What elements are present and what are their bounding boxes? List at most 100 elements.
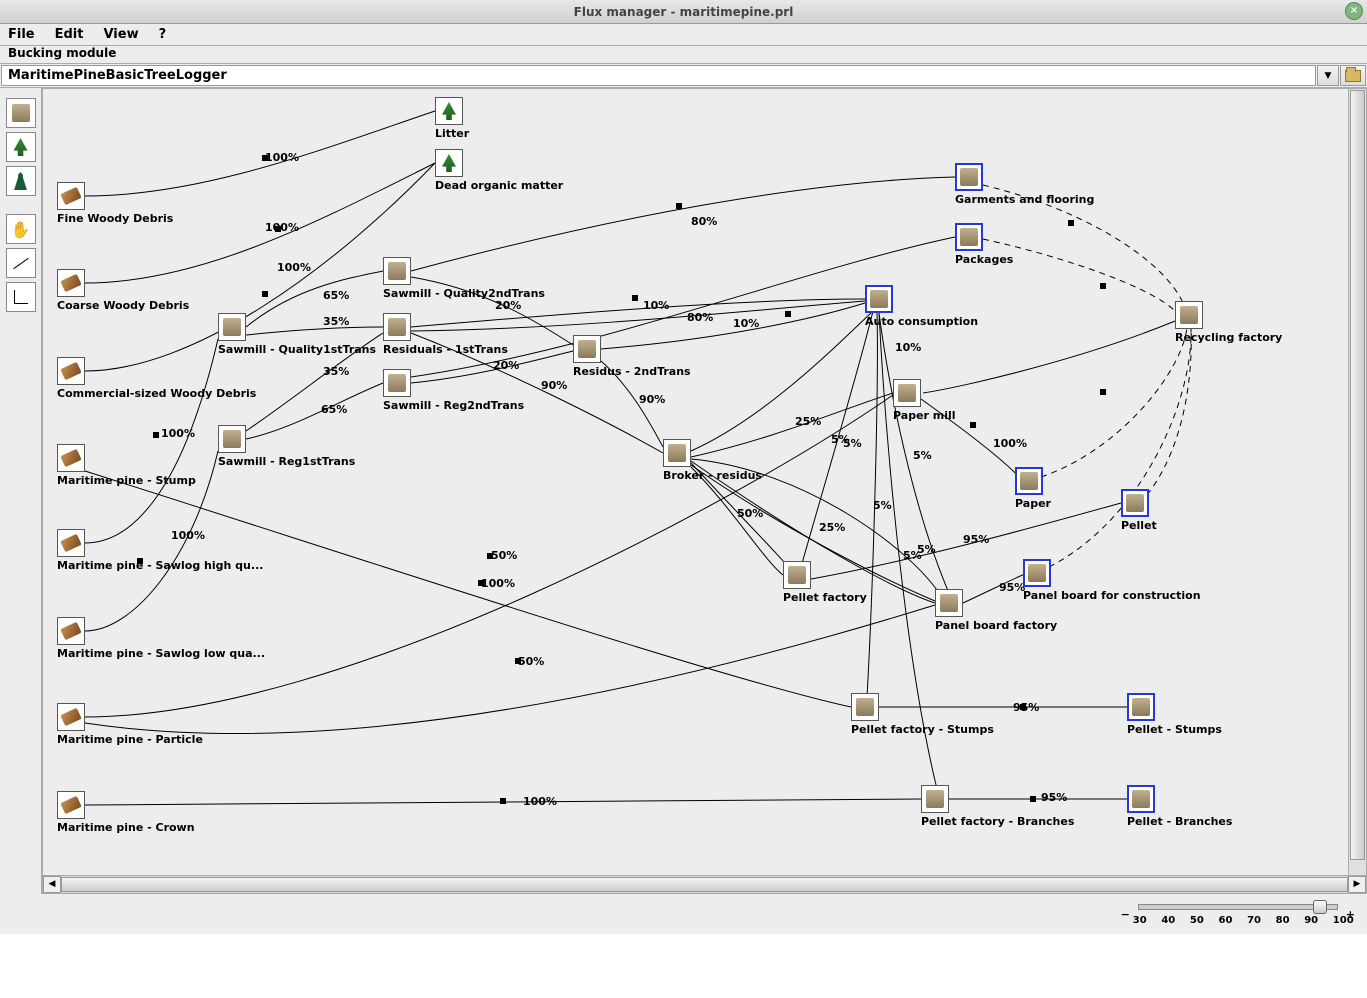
- fact-icon: [955, 163, 983, 191]
- node-stump[interactable]: Maritime pine - Stump: [57, 444, 196, 487]
- edge-label: 35%: [323, 365, 349, 378]
- menubar: File Edit View ?: [0, 24, 1367, 46]
- node-sr1[interactable]: Sawmill - Reg1stTrans: [218, 425, 355, 468]
- menu-edit[interactable]: Edit: [55, 27, 84, 42]
- node-sawlo[interactable]: Maritime pine - Sawlog low qua...: [57, 617, 265, 660]
- node-sr2[interactable]: Sawmill - Reg2ndTrans: [383, 369, 524, 412]
- node-recyc[interactable]: Recycling factory: [1175, 301, 1282, 344]
- edge-label: 90%: [639, 393, 665, 406]
- menu-view[interactable]: View: [103, 27, 138, 42]
- vertical-scrollbar[interactable]: [1348, 89, 1366, 875]
- node-pkg[interactable]: Packages: [955, 223, 1013, 266]
- menu-file[interactable]: File: [8, 27, 35, 42]
- node-label: Pellet factory: [783, 591, 867, 604]
- zoom-out-button[interactable]: −: [1121, 908, 1130, 921]
- fact-icon: [1127, 785, 1155, 813]
- tool-corner-icon[interactable]: [6, 282, 36, 312]
- menu-help[interactable]: ?: [159, 27, 167, 42]
- node-label: Pellet - Stumps: [1127, 723, 1222, 736]
- tool-tree-icon[interactable]: [6, 132, 36, 162]
- tree-icon: [435, 97, 463, 125]
- edge-label: 95%: [1013, 701, 1039, 714]
- zoom-ticks: 30405060708090100: [1139, 915, 1337, 925]
- tool-log-icon[interactable]: [6, 98, 36, 128]
- node-label: Garments and flooring: [955, 193, 1094, 206]
- node-litter[interactable]: Litter: [435, 97, 469, 140]
- node-pfact[interactable]: Pellet factory: [783, 561, 867, 604]
- horizontal-scrollbar[interactable]: ◀ ▶: [43, 875, 1366, 893]
- node-crown[interactable]: Maritime pine - Crown: [57, 791, 195, 834]
- fact-icon: [851, 693, 879, 721]
- node-label: Maritime pine - Particle: [57, 733, 203, 746]
- bucking-module-select[interactable]: MaritimePineBasicTreeLogger: [1, 65, 1316, 86]
- node-pelb[interactable]: Pellet - Branches: [1127, 785, 1232, 828]
- combo-row: MaritimePineBasicTreeLogger ▼: [0, 64, 1367, 88]
- edge-label: 10%: [733, 317, 759, 330]
- node-part[interactable]: Maritime pine - Particle: [57, 703, 203, 746]
- node-auto[interactable]: Auto consumption: [865, 285, 978, 328]
- edge-label: 20%: [495, 299, 521, 312]
- node-pel[interactable]: Pellet: [1121, 489, 1157, 532]
- edge-label: 100%: [265, 151, 299, 164]
- fact-icon: [1175, 301, 1203, 329]
- zoom-tick: 40: [1161, 915, 1175, 926]
- log-icon: [57, 529, 85, 557]
- node-paper[interactable]: Paper mill: [893, 379, 956, 422]
- node-label: Pellet factory - Stumps: [851, 723, 994, 736]
- node-label: Commercial-sized Woody Debris: [57, 387, 256, 400]
- chevron-down-icon[interactable]: ▼: [1317, 65, 1339, 86]
- node-sawhi[interactable]: Maritime pine - Sawlog high qu...: [57, 529, 263, 572]
- node-label: Panel board factory: [935, 619, 1057, 632]
- node-label: Paper: [1015, 497, 1051, 510]
- node-pfs[interactable]: Pellet factory - Stumps: [851, 693, 994, 736]
- zoom-tick: 70: [1247, 915, 1261, 926]
- fact-icon: [783, 561, 811, 589]
- close-icon[interactable]: ×: [1345, 2, 1363, 20]
- node-label: Litter: [435, 127, 469, 140]
- footer: − 30405060708090100 +: [0, 894, 1367, 934]
- node-sq2[interactable]: Sawmill - Quality2ndTrans: [383, 257, 545, 300]
- tool-person-icon[interactable]: [6, 166, 36, 196]
- edge-label: 50%: [737, 507, 763, 520]
- tool-line-icon[interactable]: [6, 248, 36, 278]
- edge-label: 5%: [873, 499, 892, 512]
- node-fwd[interactable]: Fine Woody Debris: [57, 182, 173, 225]
- zoom-tick: 50: [1190, 915, 1204, 926]
- node-ppr[interactable]: Paper: [1015, 467, 1051, 510]
- fact-icon: [573, 335, 601, 363]
- tool-hand-icon[interactable]: ✋: [6, 214, 36, 244]
- node-label: Sawmill - Reg2ndTrans: [383, 399, 524, 412]
- node-cwd[interactable]: Coarse Woody Debris: [57, 269, 189, 312]
- zoom-slider[interactable]: 30405060708090100: [1138, 904, 1338, 910]
- node-brok[interactable]: Broker - residus: [663, 439, 762, 482]
- node-res2[interactable]: Residus - 2ndTrans: [573, 335, 691, 378]
- fact-icon: [663, 439, 691, 467]
- diagram-canvas[interactable]: Fine Woody Debris Coarse Woody Debris Comm…: [43, 89, 1343, 869]
- edge-label: 5%: [831, 433, 850, 446]
- node-comwd[interactable]: Commercial-sized Woody Debris: [57, 357, 256, 400]
- node-pbc[interactable]: Panel board for construction: [1023, 559, 1201, 602]
- edge-handle: [1100, 389, 1106, 395]
- fact-icon: [865, 285, 893, 313]
- fact-icon: [955, 223, 983, 251]
- canvas-wrap: Fine Woody Debris Coarse Woody Debris Comm…: [42, 88, 1367, 894]
- node-sq1[interactable]: Sawmill - Quality1stTrans: [218, 313, 376, 356]
- node-res1[interactable]: Residuals - 1stTrans: [383, 313, 508, 356]
- open-folder-button[interactable]: [1340, 65, 1366, 86]
- scroll-left-icon[interactable]: ◀: [43, 876, 61, 893]
- node-pels[interactable]: Pellet - Stumps: [1127, 693, 1222, 736]
- zoom-slider-knob[interactable]: [1313, 900, 1327, 914]
- node-label: Residus - 2ndTrans: [573, 365, 691, 378]
- fact-icon: [218, 425, 246, 453]
- node-garmt[interactable]: Garments and flooring: [955, 163, 1094, 206]
- edge-handle: [487, 553, 493, 559]
- edge-handle: [1068, 220, 1074, 226]
- zoom-tick: 30: [1133, 915, 1147, 926]
- node-label: Maritime pine - Sawlog low qua...: [57, 647, 265, 660]
- edge-label: 100%: [481, 577, 515, 590]
- zoom-tick: 80: [1276, 915, 1290, 926]
- node-dead[interactable]: Dead organic matter: [435, 149, 563, 192]
- scroll-right-icon[interactable]: ▶: [1348, 876, 1366, 893]
- log-icon: [57, 791, 85, 819]
- log-icon: [57, 444, 85, 472]
